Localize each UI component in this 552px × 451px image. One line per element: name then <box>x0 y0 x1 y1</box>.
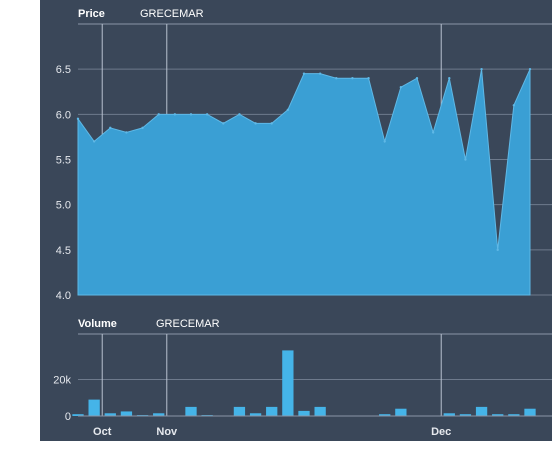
price-point <box>270 122 273 125</box>
volume-bar <box>492 414 504 416</box>
volume-bar <box>314 406 326 416</box>
price-point <box>431 131 435 134</box>
volume-series-name: GRECEMAR <box>156 318 220 330</box>
volume-bar <box>88 399 100 416</box>
volume-bar <box>249 413 262 416</box>
price-point <box>238 113 241 116</box>
volume-bar <box>395 408 407 416</box>
price-point <box>351 77 354 80</box>
price-point <box>189 113 193 116</box>
price-point <box>464 158 467 161</box>
volume-bar <box>233 406 246 416</box>
price-point <box>448 77 451 80</box>
price-point <box>222 122 225 125</box>
price-y-tick-label: 4.0 <box>56 290 71 302</box>
price-y-tick-label: 5.5 <box>56 155 71 167</box>
price-point <box>496 248 499 252</box>
price-point <box>528 67 532 71</box>
price-point <box>383 140 386 143</box>
price-series-name: GRECEMAR <box>140 8 204 20</box>
volume-bar <box>508 414 520 416</box>
volume-bar <box>120 411 133 416</box>
price-point <box>109 126 112 130</box>
volume-bar <box>459 414 472 416</box>
price-volume-chart: 4.0 4.5 5.0 5.5 6.0 6.5 0 20k Oct Nov Dec <box>53 23 552 438</box>
volume-y-tick-label: 20k <box>53 375 71 387</box>
price-y-tick-label: 4.5 <box>56 245 71 257</box>
volume-bar <box>475 406 488 416</box>
volume-bar <box>185 406 197 416</box>
volume-y-tick-label: 0 <box>65 411 71 423</box>
x-tick-label: Dec <box>431 426 451 438</box>
price-point <box>415 77 419 80</box>
price-point <box>76 117 80 121</box>
volume-bar <box>443 413 455 416</box>
price-point <box>480 67 483 71</box>
price-point <box>286 108 290 112</box>
volume-panel-title: Volume <box>78 318 117 330</box>
price-point <box>367 77 370 80</box>
x-tick-label: Oct <box>93 426 112 438</box>
x-tick-label: Nov <box>156 426 178 438</box>
price-point <box>173 113 177 116</box>
price-point <box>157 113 160 116</box>
volume-bar <box>298 410 310 416</box>
price-point <box>512 104 516 107</box>
price-point <box>318 72 322 75</box>
volume-bar <box>72 414 84 416</box>
volume-bar <box>524 408 536 416</box>
price-y-tick-label: 6.0 <box>56 109 71 121</box>
volume-bar <box>379 414 391 416</box>
price-point <box>205 113 209 116</box>
price-point <box>254 122 257 125</box>
price-point <box>92 140 96 143</box>
volume-bar <box>266 406 278 416</box>
volume-bar <box>104 413 116 416</box>
price-y-tick-label: 5.0 <box>56 200 71 212</box>
price-point <box>399 86 403 89</box>
volume-bar <box>153 413 165 416</box>
price-point <box>302 72 306 75</box>
price-point <box>125 131 128 134</box>
price-point <box>335 77 338 80</box>
price-area <box>77 68 531 296</box>
price-y-tick-label: 6.5 <box>56 64 71 76</box>
price-point <box>141 126 144 130</box>
chart-panel: 4.0 4.5 5.0 5.5 6.0 6.5 0 20k Oct Nov Dec Price GR… <box>40 0 552 441</box>
volume-bar <box>282 350 294 416</box>
price-panel-title: Price <box>78 8 105 20</box>
